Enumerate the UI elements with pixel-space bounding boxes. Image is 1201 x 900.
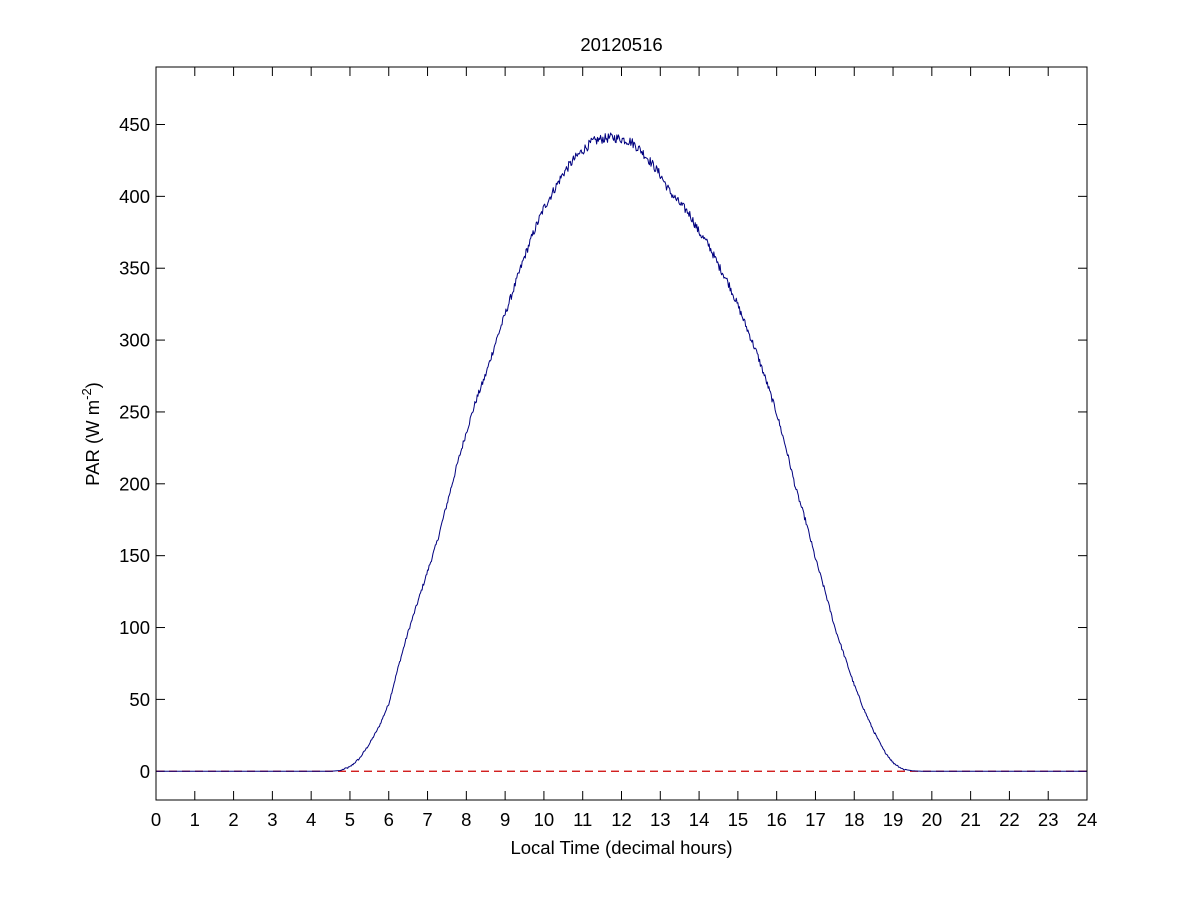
x-tick-label: 8 xyxy=(461,809,471,830)
x-tick-label: 16 xyxy=(766,809,787,830)
y-tick-label: 250 xyxy=(119,401,150,422)
x-tick-label: 4 xyxy=(306,809,316,830)
x-tick-label: 18 xyxy=(844,809,865,830)
tick-labels: 0 1 2 3 4 5 6 7 8 9 10 11 12 13 14 15 16 17 18 19 20 21 22 23 24… xyxy=(119,114,1097,830)
x-tick-label: 13 xyxy=(650,809,671,830)
y-tick-label: 150 xyxy=(119,545,150,566)
x-tick-label: 12 xyxy=(611,809,632,830)
y-axis-label-superscript: -2 xyxy=(79,388,94,400)
x-tick-label: 9 xyxy=(500,809,510,830)
x-tick-label: 19 xyxy=(883,809,904,830)
x-tick-label: 11 xyxy=(573,809,592,830)
y-axis-label: PAR (W m-2) xyxy=(79,382,103,486)
x-tick-label: 2 xyxy=(228,809,238,830)
data-series xyxy=(156,132,1087,772)
x-tick-label: 1 xyxy=(190,809,200,830)
y-axis-label-main: PAR (W m xyxy=(82,400,103,486)
y-tick-label: 50 xyxy=(129,689,150,710)
x-tick-label: 20 xyxy=(922,809,943,830)
y-tick-label: 300 xyxy=(119,330,150,351)
x-tick-label: 14 xyxy=(689,809,710,830)
y-tick-label: 350 xyxy=(119,258,150,279)
x-tick-label: 5 xyxy=(345,809,355,830)
x-tick-label: 22 xyxy=(999,809,1020,830)
x-tick-label: 15 xyxy=(728,809,749,830)
x-axis-label: Local Time (decimal hours) xyxy=(510,837,732,858)
x-tick-label: 3 xyxy=(267,809,277,830)
plot-frame xyxy=(155,66,1088,801)
x-tick-label: 17 xyxy=(805,809,826,830)
axis-ticks xyxy=(155,67,1088,800)
y-tick-label: 400 xyxy=(119,186,150,207)
x-tick-label: 24 xyxy=(1077,809,1098,830)
y-axis-label-suffix: ) xyxy=(82,382,103,388)
x-tick-label: 6 xyxy=(384,809,394,830)
x-tick-label: 0 xyxy=(151,809,161,830)
y-tick-label: 100 xyxy=(119,617,150,638)
y-tick-label: 200 xyxy=(119,473,150,494)
x-tick-label: 21 xyxy=(960,809,981,830)
chart-title: 20120516 xyxy=(580,34,662,55)
x-tick-label: 23 xyxy=(1038,809,1059,830)
x-tick-label: 7 xyxy=(422,809,432,830)
x-tick-label: 10 xyxy=(534,809,555,830)
par-series-line xyxy=(156,132,1087,772)
y-tick-label: 450 xyxy=(119,114,150,135)
plot-area xyxy=(156,67,1087,800)
y-tick-label: 0 xyxy=(140,761,150,782)
